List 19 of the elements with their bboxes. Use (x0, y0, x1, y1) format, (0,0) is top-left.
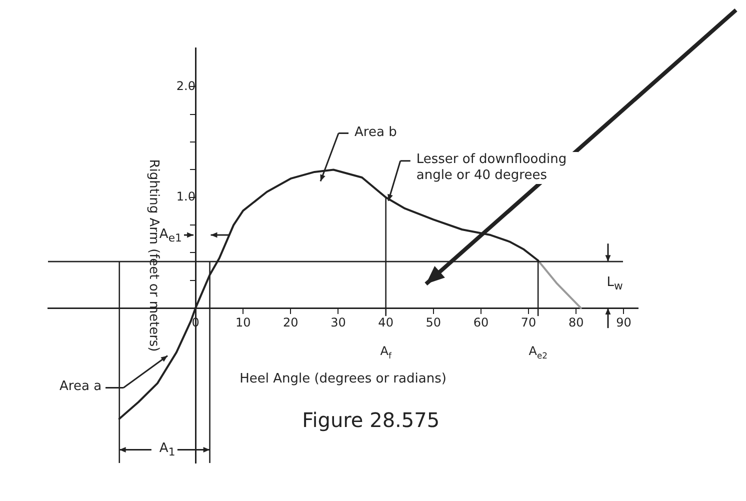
x-tick-label: 70 (520, 315, 536, 330)
x-tick-label: 40 (378, 315, 394, 330)
y-tick-label: 2.0 (176, 78, 196, 93)
annotation: Lesser of downflooding angle or 40 degrees (414, 152, 578, 184)
x-tick-label: 10 (235, 315, 251, 330)
x-tick-label: 80 (568, 315, 584, 330)
annotation: Area b (352, 124, 399, 141)
y-tick-label: 1.0 (176, 190, 196, 204)
x-tick-label: 20 (283, 315, 298, 330)
x-axis-title: Heel Angle (degrees or radians) (240, 372, 446, 387)
annotation: Figure 28.575 (300, 408, 442, 432)
annotation: L$_{w}$ (604, 275, 625, 295)
annotation: A$_{1}$ (157, 441, 178, 461)
x-tick-label: 90 (616, 315, 632, 330)
x-tick-label: 30 (330, 315, 346, 330)
annotation: Area a (58, 379, 104, 396)
x-tick-label: 60 (473, 315, 489, 330)
annotation: A$_{e1}$ (157, 226, 184, 246)
x-tick-label: 50 (426, 315, 442, 330)
